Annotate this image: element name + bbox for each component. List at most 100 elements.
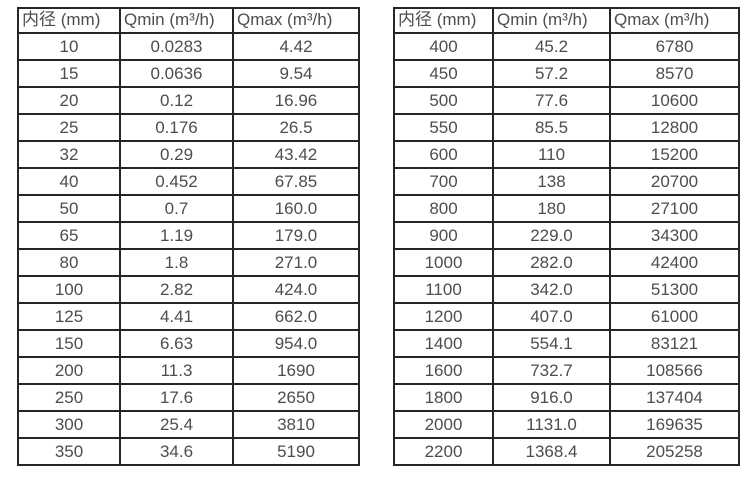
table-cell: 6780 [609,32,740,61]
table-cell: 125 [17,302,121,331]
table-cell: 0.7 [119,194,234,223]
table-cell: 554.1 [492,329,611,358]
table-cell: 407.0 [492,302,611,331]
flow-table-small-diameters: 内径 (mm) Qmin (m³/h) Qmax (m³/h) 10 0.0283 4.… [17,7,360,466]
table-cell: 662.0 [232,302,360,331]
column-header: Qmin (m³/h) [119,7,234,34]
table-cell: 900 [393,221,494,250]
table-row: 350 34.6 5190 [17,437,360,466]
table-row: 300 25.4 3810 [17,410,360,439]
column-header: Qmin (m³/h) [492,7,611,34]
table-cell: 6.63 [119,329,234,358]
table-cell: 1690 [232,356,360,385]
table-cell: 500 [393,86,494,115]
table-cell: 0.0636 [119,59,234,88]
table-cell: 15 [17,59,121,88]
table-cell: 0.29 [119,140,234,169]
table-cell: 77.6 [492,86,611,115]
table-cell: 51300 [609,275,740,304]
table-cell: 4.41 [119,302,234,331]
table-row: 50 0.7 160.0 [17,194,360,223]
table-row: 250 17.6 2650 [17,383,360,412]
table-cell: 2000 [393,410,494,439]
table-cell: 45.2 [492,32,611,61]
table-cell: 282.0 [492,248,611,277]
table-row: 150 6.63 954.0 [17,329,360,358]
table-cell: 5190 [232,437,360,466]
table-cell: 2650 [232,383,360,412]
table-cell: 27100 [609,194,740,223]
table-cell: 10600 [609,86,740,115]
table-row: 2000 1131.0 169635 [393,410,740,439]
table-cell: 4.42 [232,32,360,61]
table-row: 25 0.176 26.5 [17,113,360,142]
table-cell: 400 [393,32,494,61]
table-header-row: 内径 (mm) Qmin (m³/h) Qmax (m³/h) [393,7,740,34]
table-cell: 12800 [609,113,740,142]
table-cell: 1400 [393,329,494,358]
table-cell: 1200 [393,302,494,331]
table-cell: 1800 [393,383,494,412]
table-cell: 15200 [609,140,740,169]
table-cell: 160.0 [232,194,360,223]
table-cell: 800 [393,194,494,223]
table-cell: 250 [17,383,121,412]
table-row: 15 0.0636 9.54 [17,59,360,88]
table-cell: 42400 [609,248,740,277]
column-header: 内径 (mm) [393,7,494,34]
table-cell: 26.5 [232,113,360,142]
table-cell: 3810 [232,410,360,439]
table-row: 1000 282.0 42400 [393,248,740,277]
table-row: 200 11.3 1690 [17,356,360,385]
table-cell: 700 [393,167,494,196]
table-cell: 10 [17,32,121,61]
table-cell: 1.19 [119,221,234,250]
table-cell: 1600 [393,356,494,385]
table-row: 1600 732.7 108566 [393,356,740,385]
table-cell: 350 [17,437,121,466]
column-header: Qmax (m³/h) [609,7,740,34]
table-row: 125 4.41 662.0 [17,302,360,331]
table-cell: 450 [393,59,494,88]
table-body: 10 0.0283 4.42 15 0.0636 9.54 20 0.12 16.96 25 0.1… [17,32,360,466]
table-cell: 110 [492,140,611,169]
table-row: 550 85.5 12800 [393,113,740,142]
table-cell: 9.54 [232,59,360,88]
table-cell: 85.5 [492,113,611,142]
table-cell: 1000 [393,248,494,277]
table-row: 1200 407.0 61000 [393,302,740,331]
table-cell: 954.0 [232,329,360,358]
table-row: 65 1.19 179.0 [17,221,360,250]
table-cell: 11.3 [119,356,234,385]
table-cell: 32 [17,140,121,169]
table-cell: 169635 [609,410,740,439]
table-cell: 1100 [393,275,494,304]
table-cell: 550 [393,113,494,142]
table-cell: 205258 [609,437,740,466]
table-row: 100 2.82 424.0 [17,275,360,304]
table-cell: 16.96 [232,86,360,115]
table-cell: 300 [17,410,121,439]
table-cell: 65 [17,221,121,250]
table-cell: 43.42 [232,140,360,169]
table-cell: 0.176 [119,113,234,142]
table-body: 400 45.2 6780 450 57.2 8570 500 77.6 10600 550 85.… [393,32,740,466]
table-row: 1800 916.0 137404 [393,383,740,412]
table-row: 800 180 27100 [393,194,740,223]
column-header: 内径 (mm) [17,7,121,34]
table-cell: 100 [17,275,121,304]
table-row: 80 1.8 271.0 [17,248,360,277]
column-header: Qmax (m³/h) [232,7,360,34]
table-cell: 0.0283 [119,32,234,61]
table-row: 32 0.29 43.42 [17,140,360,169]
table-cell: 57.2 [492,59,611,88]
table-cell: 50 [17,194,121,223]
table-row: 20 0.12 16.96 [17,86,360,115]
flow-table-large-diameters: 内径 (mm) Qmin (m³/h) Qmax (m³/h) 400 45.2 678… [393,7,740,466]
table-cell: 200 [17,356,121,385]
table-cell: 1131.0 [492,410,611,439]
flow-rate-spec-tables: 内径 (mm) Qmin (m³/h) Qmax (m³/h) 10 0.0283 4.… [17,7,740,466]
table-cell: 108566 [609,356,740,385]
table-cell: 83121 [609,329,740,358]
table-cell: 180 [492,194,611,223]
